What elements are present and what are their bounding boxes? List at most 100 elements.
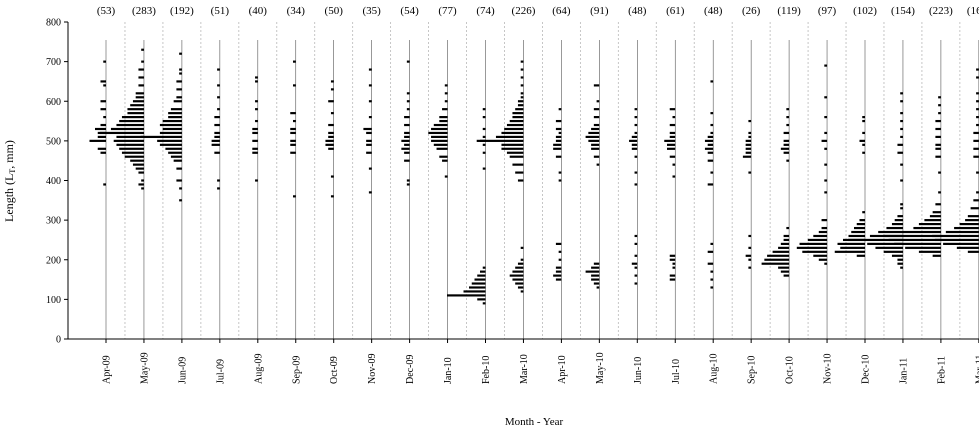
y-tick-label: 0	[56, 335, 61, 346]
histogram-bar	[293, 195, 296, 198]
histogram-bar	[252, 131, 258, 135]
histogram-bar	[553, 143, 562, 146]
histogram-bar	[558, 171, 562, 174]
histogram-bar	[330, 88, 334, 91]
histogram-bar	[932, 211, 941, 214]
histogram-bar	[520, 92, 524, 95]
histogram-bar	[745, 151, 752, 154]
sample-size-label: (192)	[170, 5, 194, 17]
histogram-bar	[482, 266, 486, 269]
x-tick-label: Dec-10	[861, 355, 872, 384]
histogram-bar	[778, 246, 790, 249]
histogram-bar	[672, 116, 676, 119]
histogram-bar	[585, 135, 600, 139]
y-axis-title: Length (LT, mm)	[2, 140, 17, 222]
histogram-bar	[935, 119, 941, 123]
histogram-bar	[786, 226, 790, 230]
histogram-bar	[436, 147, 448, 150]
sample-size-label: (119)	[777, 5, 801, 17]
y-tick-label: 100	[46, 295, 61, 306]
histogram-bar	[442, 108, 448, 111]
histogram-bar	[799, 242, 828, 245]
histogram-bar	[512, 112, 524, 115]
histogram-bar	[328, 147, 334, 150]
histogram-bar	[783, 143, 790, 146]
histogram-bar	[217, 108, 220, 111]
histogram-bar	[512, 270, 524, 273]
x-tick-label: Jul-09	[215, 359, 226, 384]
histogram-bar	[672, 262, 676, 265]
histogram-bar	[110, 127, 144, 131]
histogram-bar	[512, 116, 524, 119]
sample-size-label: (34)	[287, 5, 306, 17]
x-tick-label: Feb-10	[481, 356, 492, 384]
histogram-bar	[162, 127, 182, 131]
histogram-bar	[900, 163, 903, 166]
histogram-bar	[924, 219, 941, 222]
histogram-bar	[938, 96, 941, 99]
histogram-bar	[848, 234, 865, 238]
histogram-bar	[159, 131, 182, 135]
histogram-bar	[897, 151, 903, 154]
gridlines	[105, 22, 979, 343]
histogram-bar	[100, 151, 106, 154]
histogram-bar	[935, 143, 941, 146]
histogram-bar	[404, 116, 410, 119]
histogram-bar	[555, 266, 562, 269]
histogram-bar	[938, 112, 941, 115]
sample-size-label: (77)	[438, 5, 457, 17]
histogram-bar	[404, 151, 410, 154]
histogram-bar	[710, 286, 714, 289]
histogram-bar	[862, 116, 865, 119]
histogram-bar	[973, 155, 979, 158]
histogram-bar	[217, 68, 220, 71]
histogram-bar	[976, 171, 979, 174]
histogram-bar	[631, 262, 638, 265]
histogram-bar	[938, 171, 941, 174]
histogram-bar	[634, 131, 638, 135]
histogram-bar	[900, 127, 903, 131]
histogram-bar	[900, 92, 903, 95]
histogram-bar	[976, 191, 979, 194]
histogram-bar	[141, 60, 144, 63]
histogram-bar	[103, 60, 106, 63]
histogram-bar	[591, 266, 600, 269]
histogram-bar	[745, 139, 752, 142]
histogram-bar	[796, 246, 828, 249]
histogram-bar	[140, 135, 182, 139]
histogram-bar	[553, 274, 562, 277]
histogram-bar	[786, 159, 790, 162]
histogram-bar	[634, 116, 638, 119]
sample-size-label: (102)	[853, 5, 877, 17]
histogram-bar	[447, 294, 486, 297]
histogram-bar	[824, 179, 828, 182]
histogram-bar	[707, 159, 714, 162]
histogram-bar	[368, 100, 372, 103]
histogram-bar	[935, 155, 941, 158]
histogram-bar	[634, 254, 638, 257]
histogram-bar	[520, 76, 524, 79]
histogram-bar	[558, 258, 562, 261]
histogram-bar	[330, 112, 334, 115]
histogram-bar	[506, 123, 524, 127]
histogram-bar	[748, 171, 752, 174]
histogram-bar	[667, 143, 676, 146]
histogram-bar	[176, 88, 182, 91]
histogram-bar	[867, 242, 903, 245]
histogram-bar	[482, 116, 486, 119]
y-tick-label: 600	[46, 97, 61, 108]
sample-size-label: (61)	[666, 5, 685, 17]
histogram-bar	[772, 250, 790, 253]
histogram-bar	[976, 92, 979, 95]
histogram-bar	[135, 96, 144, 99]
histogram-bar	[669, 258, 676, 261]
histogram-bar	[859, 219, 865, 222]
histogram-bar	[973, 199, 979, 202]
histogram-bar	[404, 143, 410, 146]
histogram-bar	[667, 147, 676, 150]
histogram-bar	[509, 119, 524, 123]
histogram-bar	[669, 131, 676, 135]
histogram-bar	[162, 119, 182, 123]
histogram-bar	[669, 155, 676, 158]
